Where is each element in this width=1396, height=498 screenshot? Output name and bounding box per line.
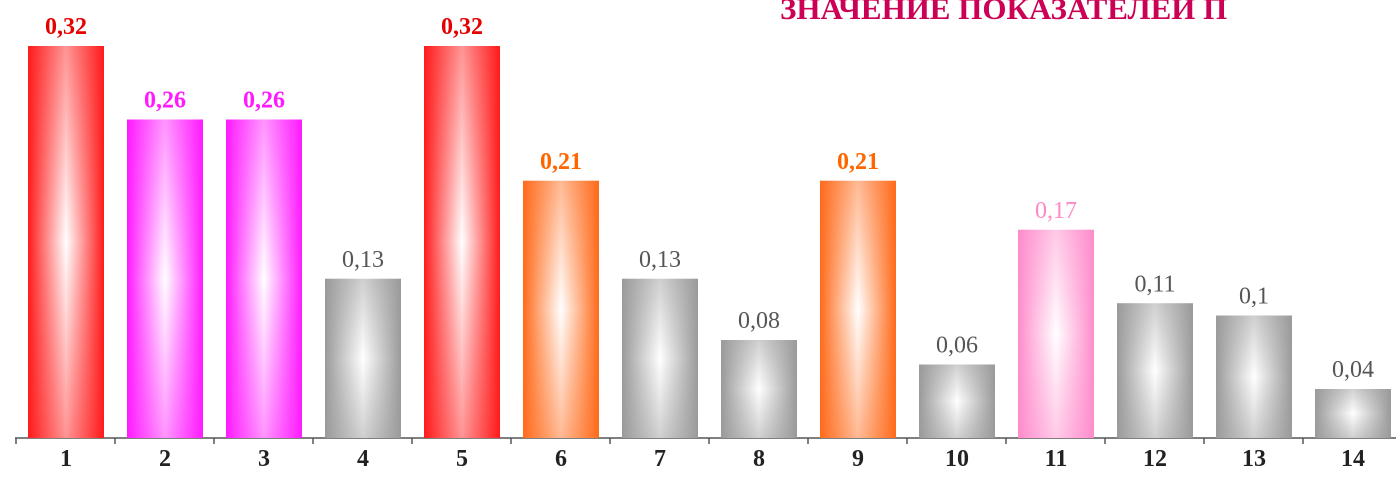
bar-shade	[127, 119, 203, 438]
bar-group	[523, 180, 599, 438]
value-label: 0,32	[45, 14, 87, 40]
value-label: 0,21	[837, 149, 879, 175]
x-tick-label: 11	[1045, 446, 1068, 472]
bar-shade	[919, 364, 995, 438]
x-tick-label: 10	[945, 446, 969, 472]
x-tick-label: 8	[753, 446, 765, 472]
bar-group	[1216, 315, 1292, 438]
bar-shade	[622, 278, 698, 438]
value-label: 0,26	[243, 88, 285, 114]
chart-title: ЗНАЧЕНИЕ ПОКАЗАТЕЛЕЙ П	[780, 0, 1227, 26]
value-label: 0,26	[144, 88, 186, 114]
bar-shade	[424, 46, 500, 438]
bar-shade	[1018, 229, 1094, 438]
value-label: 0,1	[1239, 284, 1269, 310]
bar-shade	[1117, 303, 1193, 438]
value-label: 0,04	[1332, 357, 1374, 383]
bar-group	[127, 119, 203, 438]
bar-shade	[523, 180, 599, 438]
bar-group	[820, 180, 896, 438]
value-label: 0,11	[1134, 271, 1175, 297]
value-label: 0,13	[342, 247, 384, 273]
bar-shade	[1216, 315, 1292, 438]
bar-shade	[721, 340, 797, 438]
x-tick-label: 2	[159, 446, 171, 472]
value-label: 0,21	[540, 149, 582, 175]
value-label: 0,17	[1035, 198, 1077, 224]
bar-group	[28, 46, 104, 438]
value-label: 0,32	[441, 14, 483, 40]
bar-group	[721, 340, 797, 438]
value-label: 0,08	[738, 308, 780, 334]
x-tick-label: 9	[852, 446, 864, 472]
bar-group	[622, 278, 698, 438]
x-tick-label: 12	[1143, 446, 1167, 472]
x-tick-label: 6	[555, 446, 567, 472]
bar-group	[1315, 389, 1391, 438]
bar-shade	[1315, 389, 1391, 438]
bar-group	[424, 46, 500, 438]
bar-shade	[325, 278, 401, 438]
x-tick-label: 4	[357, 446, 369, 472]
x-tick-label: 1	[60, 446, 72, 472]
x-tick-label: 13	[1242, 446, 1266, 472]
bar-group	[919, 364, 995, 438]
bar-group	[325, 278, 401, 438]
value-label: 0,06	[936, 333, 978, 359]
bar-shade	[820, 180, 896, 438]
x-tick-label: 3	[258, 446, 270, 472]
x-tick-label: 14	[1341, 446, 1365, 472]
bar-group	[1117, 303, 1193, 438]
bar-shade	[28, 46, 104, 438]
bar-group	[226, 119, 302, 438]
bar-group	[1018, 229, 1094, 438]
bar-shade	[226, 119, 302, 438]
x-tick-label: 7	[654, 446, 666, 472]
x-tick-label: 5	[456, 446, 468, 472]
value-label: 0,13	[639, 247, 681, 273]
